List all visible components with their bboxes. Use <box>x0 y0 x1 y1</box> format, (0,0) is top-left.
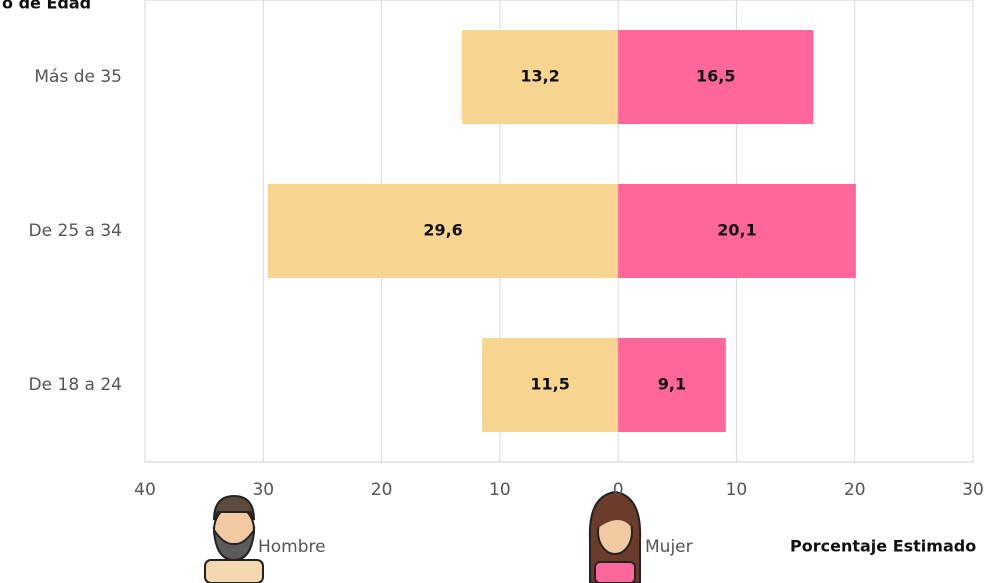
x-tick-label: 30 <box>252 480 274 500</box>
value-label: 20,1 <box>717 221 756 240</box>
woman-icon <box>588 490 642 583</box>
bar <box>618 184 856 278</box>
x-tick-label: 40 <box>134 480 156 500</box>
value-label: 11,5 <box>530 375 569 394</box>
bar <box>618 338 726 432</box>
man-icon <box>204 494 264 583</box>
bar <box>482 338 619 432</box>
x-tick-label: 20 <box>371 480 393 500</box>
bar <box>618 30 814 124</box>
y-tick-label: Más de 35 <box>34 67 122 87</box>
chart-title: o de Edad <box>2 0 91 13</box>
legend-label: Mujer <box>645 537 693 557</box>
x-tick-label: 10 <box>726 480 748 500</box>
value-label: 16,5 <box>696 67 735 86</box>
x-tick-label: 30 <box>962 480 984 500</box>
value-label: 13,2 <box>520 67 559 86</box>
bar <box>462 30 619 124</box>
x-tick-label: 10 <box>489 480 511 500</box>
legend-label: Hombre <box>258 537 326 557</box>
bar <box>268 184 619 278</box>
x-axis-label: Porcentaje Estimado <box>790 537 976 556</box>
x-tick-label: 20 <box>844 480 866 500</box>
y-tick-label: De 25 a 34 <box>29 221 122 241</box>
y-tick-label: De 18 a 24 <box>29 375 122 395</box>
value-label: 29,6 <box>423 221 462 240</box>
value-label: 9,1 <box>658 375 686 394</box>
x-tick-label: 0 <box>613 480 624 500</box>
